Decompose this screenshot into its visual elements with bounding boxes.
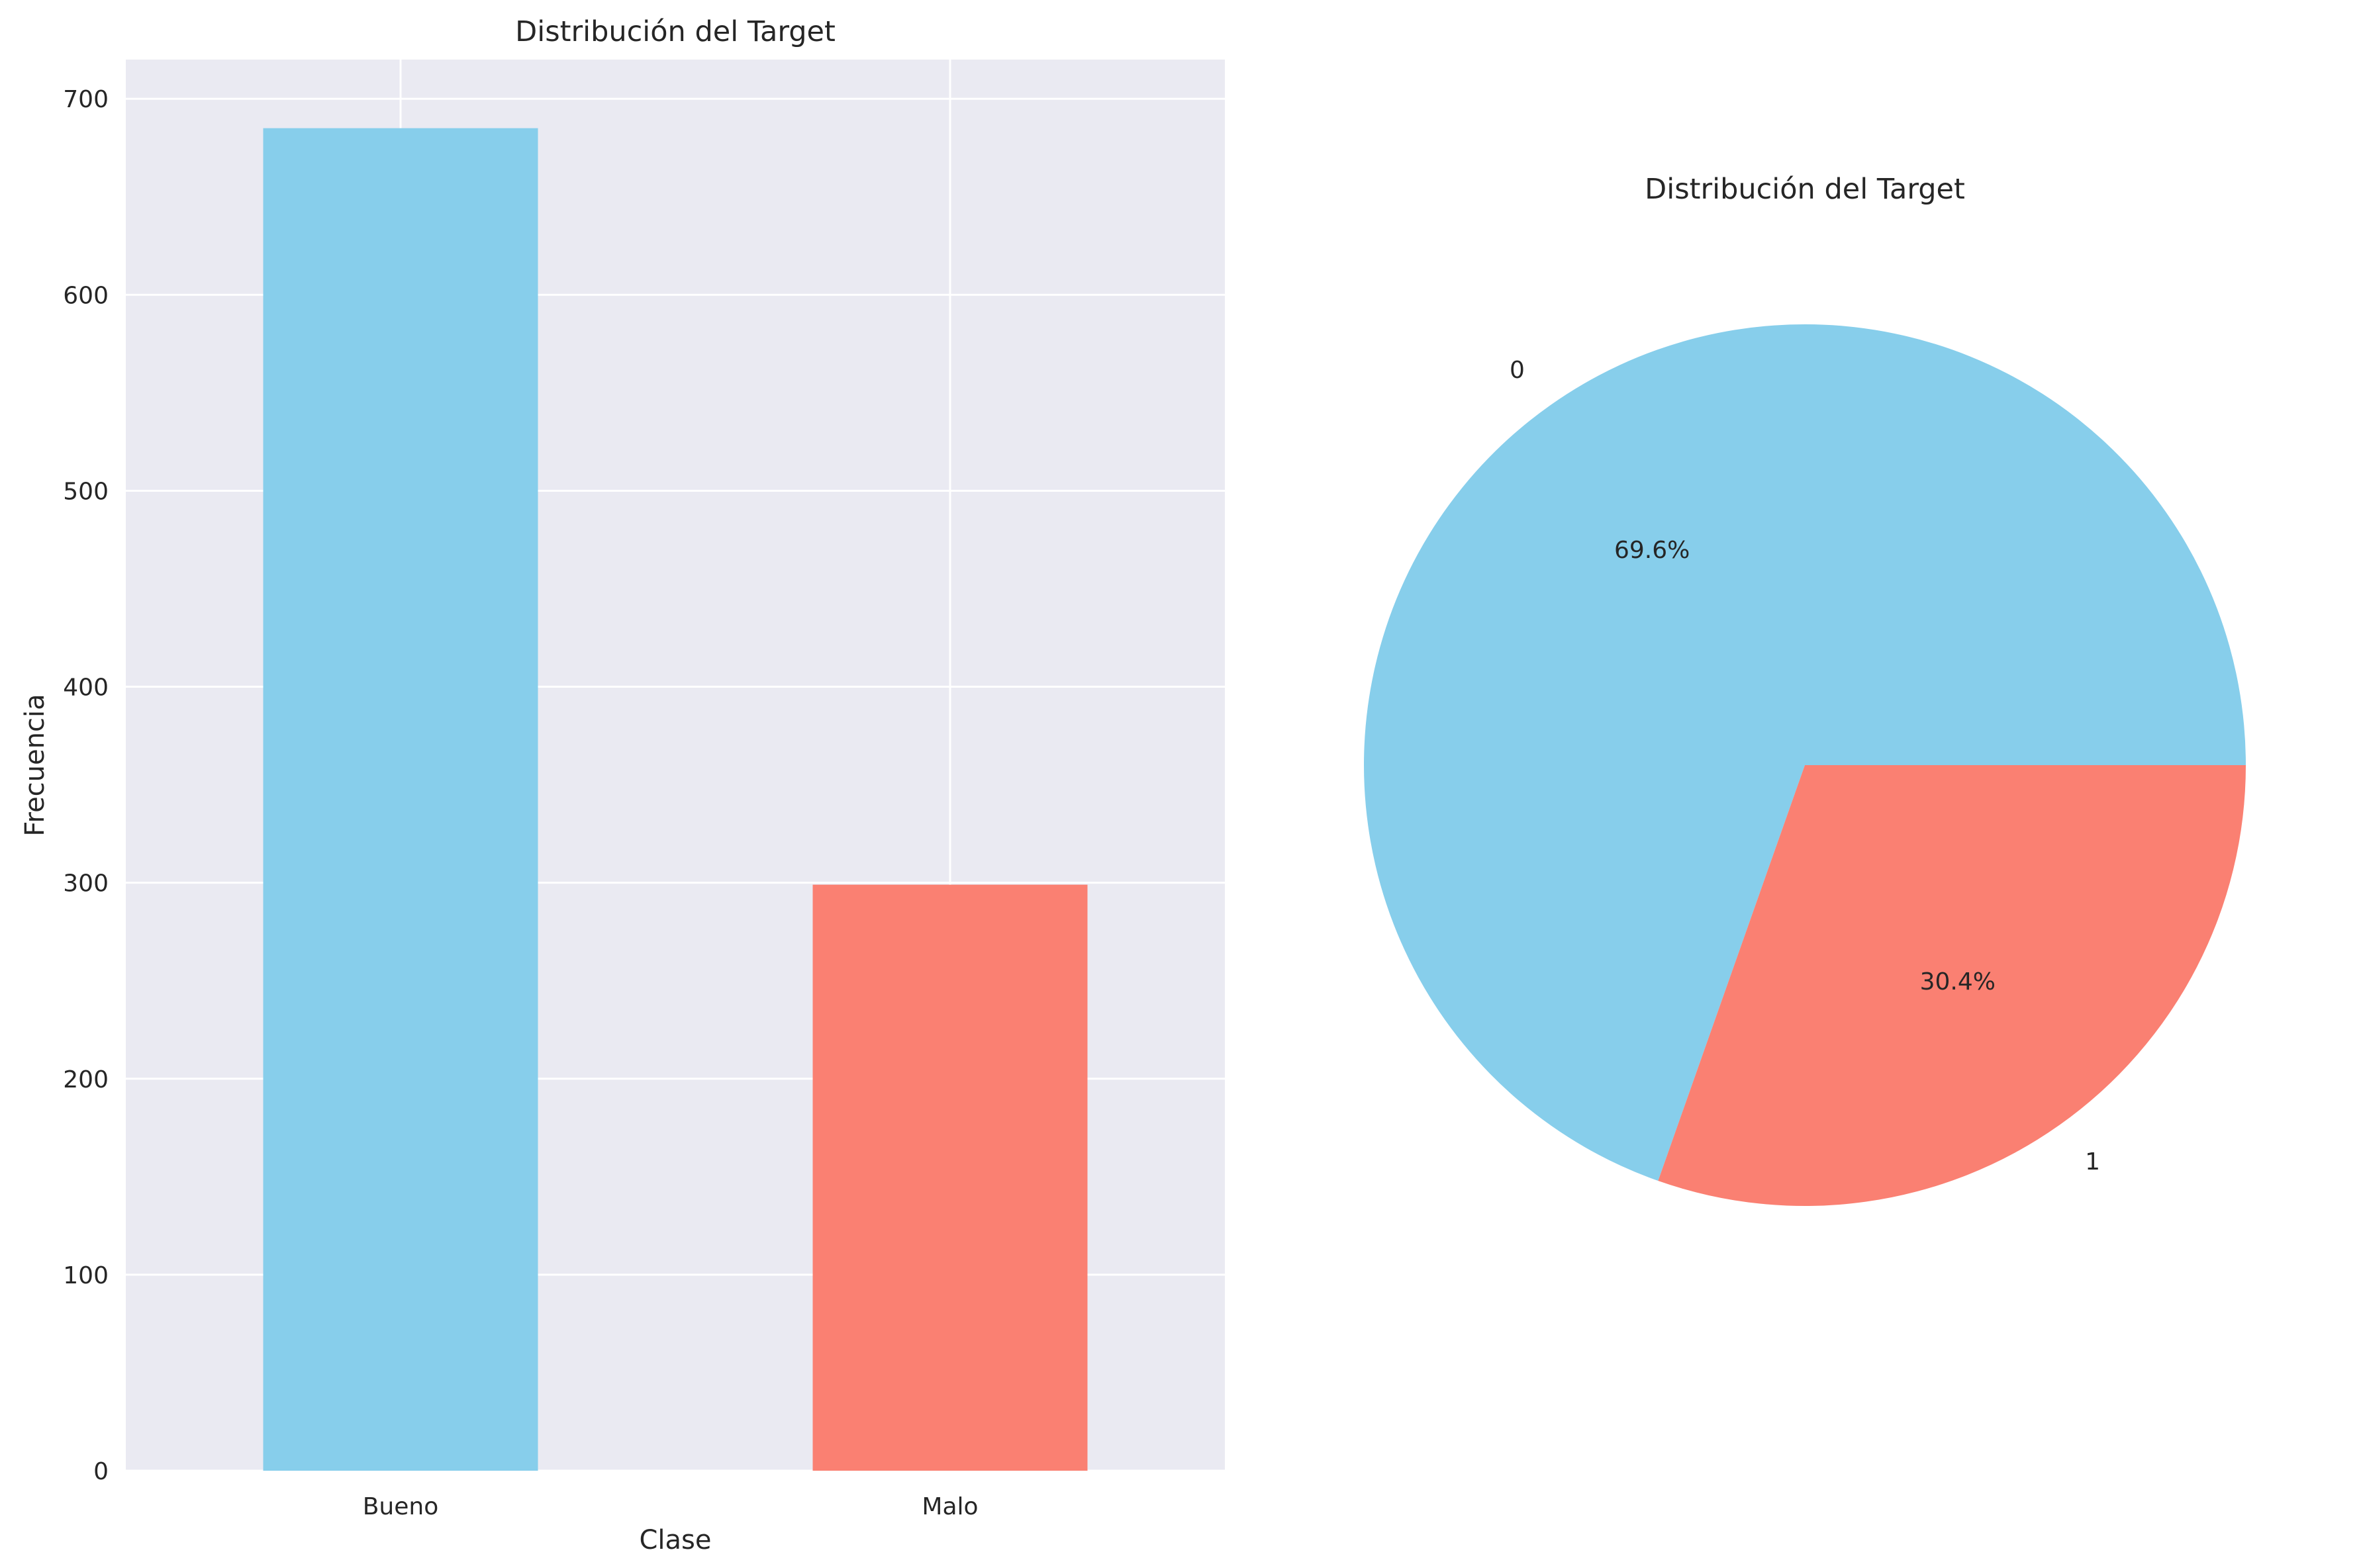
pie-percent-label: 30.4% xyxy=(1920,968,1996,995)
bar-y-axis-label: Frecuencia xyxy=(20,694,50,836)
pie-label: 0 xyxy=(1510,357,1525,384)
bar-y-tick-labels: 0 100 200 300 400 500 600 700 xyxy=(63,86,109,1485)
bar-bueno xyxy=(263,128,538,1471)
bar-series xyxy=(263,128,1088,1471)
pie-label: 1 xyxy=(2085,1148,2100,1176)
pie-chart: Distribución del Target 0 69.6% 1 30.4% xyxy=(1364,173,2246,1207)
pie-labels: 0 69.6% 1 30.4% xyxy=(1510,357,2100,1176)
pie-percent-label: 69.6% xyxy=(1614,537,1690,564)
bar-y-tick-label: 200 xyxy=(63,1066,109,1093)
bar-y-tick-label: 0 xyxy=(93,1458,109,1485)
bar-x-tick-label: Malo xyxy=(922,1493,978,1520)
bar-x-tick-label: Bueno xyxy=(363,1493,439,1520)
pie-chart-title: Distribución del Target xyxy=(1645,173,1965,206)
bar-malo xyxy=(812,884,1088,1471)
pie-slices xyxy=(1364,324,2246,1207)
pie-slice-1 xyxy=(1658,765,2246,1207)
bar-y-tick-label: 400 xyxy=(63,674,109,702)
pie-slice-0 xyxy=(1364,324,2246,1181)
bar-chart: 0 100 200 300 400 500 600 700 Bueno Malo Distrib… xyxy=(20,15,1225,1555)
bar-y-tick-label: 300 xyxy=(63,870,109,898)
bar-x-tick-labels: Bueno Malo xyxy=(363,1493,979,1520)
bar-y-tick-label: 700 xyxy=(63,86,109,113)
bar-x-axis-label: Clase xyxy=(639,1525,711,1555)
bar-y-tick-label: 100 xyxy=(63,1262,109,1289)
bar-chart-title: Distribución del Target xyxy=(515,15,836,48)
bar-y-tick-label: 500 xyxy=(63,478,109,505)
bar-y-tick-label: 600 xyxy=(63,282,109,309)
